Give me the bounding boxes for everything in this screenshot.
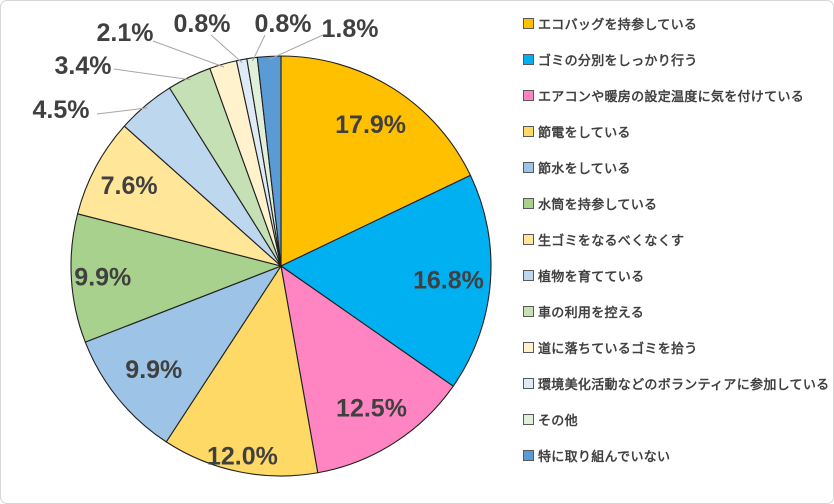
legend-item: その他 xyxy=(523,401,829,437)
legend-item-label: 節電をしている xyxy=(538,124,631,140)
legend-color-swatch xyxy=(523,125,534,137)
legend-color-swatch xyxy=(523,53,534,65)
legend-item: 水筒を持参している xyxy=(523,185,829,221)
leader-line xyxy=(113,68,191,81)
legend-item-label: その他 xyxy=(538,412,578,428)
data-label: 17.9% xyxy=(335,111,406,139)
legend-color-swatch xyxy=(523,413,534,425)
pie-slice xyxy=(165,265,319,477)
legend-color-swatch xyxy=(523,17,534,29)
legend-item: 環境美化活動などのボランティアに参加している xyxy=(523,365,829,401)
pie-slice xyxy=(84,265,282,443)
data-label: 2.1% xyxy=(97,19,154,47)
legend-item: 車の利用を控える xyxy=(523,293,829,329)
legend-color-swatch xyxy=(523,269,534,281)
data-label: 9.9% xyxy=(74,264,131,292)
legend: エコバッグを持参している ゴミの分別をしっかり行うエアコンや暖房の設定温度に気を付… xyxy=(523,5,829,473)
legend-color-swatch xyxy=(523,377,534,389)
legend-item: 道に落ちているゴミを拾う xyxy=(523,329,829,365)
legend-item-label: 道に落ちているゴミを拾う xyxy=(538,340,698,356)
pie-chart: 17.9% 16.8% 12.5% 12.0% 9.9% 9.9% 7.6% 4.5% 3.4%… xyxy=(33,10,492,477)
legend-color-swatch xyxy=(523,449,534,461)
leader-line xyxy=(269,34,324,60)
data-label: 12.0% xyxy=(207,442,278,470)
data-label: 7.6% xyxy=(101,172,158,200)
legend-item-label: 車の利用を控える xyxy=(538,304,645,320)
legend-item: 特に取り組んでいない xyxy=(523,437,829,473)
legend-color-swatch xyxy=(523,197,534,209)
legend-color-swatch xyxy=(523,305,534,317)
data-label: 9.9% xyxy=(125,356,182,384)
legend-item: ゴミの分別をしっかり行う xyxy=(523,41,829,77)
legend-item: 節水をしている xyxy=(523,149,829,185)
legend-item-label: 節水をしている xyxy=(538,160,631,176)
pie-slice xyxy=(77,125,282,267)
pie-slice xyxy=(256,55,282,267)
data-label: 1.8% xyxy=(322,15,379,43)
legend-item-label: 水筒を持参している xyxy=(538,196,658,212)
data-label: 0.8% xyxy=(174,10,231,38)
legend-item: 植物を育てている xyxy=(523,257,829,293)
leader-line xyxy=(96,107,148,115)
legend-item: 生ゴミをなるべくなくす xyxy=(523,221,829,257)
legend-item-label: 植物を育てている xyxy=(538,268,645,284)
data-label: 0.8% xyxy=(255,10,312,38)
legend-color-swatch xyxy=(523,89,534,101)
legend-item: エアコンや暖房の設定温度に気を付けている xyxy=(523,77,829,113)
legend-color-swatch xyxy=(523,341,534,353)
pie-slice xyxy=(280,55,471,267)
legend-item-label: ゴミの分別をしっかり行う xyxy=(538,52,698,68)
legend-item-label: 環境美化活動などのボランティアに参加している xyxy=(538,376,830,392)
pie-slice xyxy=(280,174,492,387)
pie-slice xyxy=(280,265,454,474)
legend-color-swatch xyxy=(523,233,534,245)
legend-color-swatch xyxy=(523,161,534,173)
data-label: 16.8% xyxy=(413,267,484,295)
legend-item-label: 特に取り組んでいない xyxy=(538,448,671,464)
data-label: 3.4% xyxy=(55,52,112,80)
data-label: 4.5% xyxy=(33,96,90,124)
leader-line xyxy=(152,40,225,68)
legend-item-label: エコバッグを持参している xyxy=(538,16,698,32)
legend-item: 節電をしている xyxy=(523,113,829,149)
data-label: 12.5% xyxy=(336,395,407,423)
leader-line xyxy=(252,34,266,62)
legend-item-label: エアコンや暖房の設定温度に気を付けている xyxy=(538,88,805,104)
leader-line xyxy=(210,34,243,64)
legend-item: エコバッグを持参している xyxy=(523,5,829,41)
pie-slice xyxy=(70,213,282,343)
legend-item-label: 生ゴミをなるべくなくす xyxy=(538,232,685,248)
